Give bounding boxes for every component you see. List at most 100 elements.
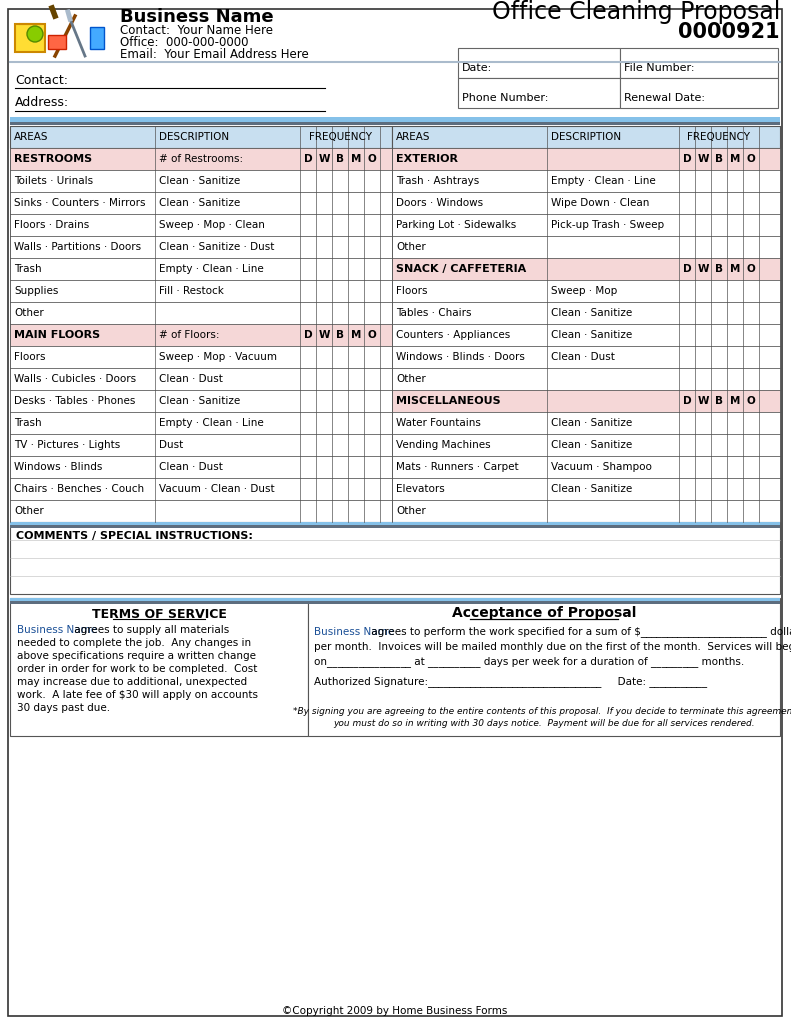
Bar: [392, 368, 780, 390]
Bar: [48, 35, 66, 49]
Text: COMMENTS / SPECIAL INSTRUCTIONS:: COMMENTS / SPECIAL INSTRUCTIONS:: [16, 531, 253, 541]
Bar: [392, 193, 780, 214]
Text: TV · Pictures · Lights: TV · Pictures · Lights: [14, 440, 120, 450]
Text: Business Name: Business Name: [120, 8, 274, 26]
Text: Business Name: Business Name: [314, 627, 394, 637]
Text: Vending Machines: Vending Machines: [396, 440, 490, 450]
Bar: [392, 390, 780, 412]
Bar: [10, 258, 392, 280]
Text: Vacuum · Shampoo: Vacuum · Shampoo: [551, 462, 652, 472]
Text: Other: Other: [396, 242, 426, 252]
Text: W: W: [697, 154, 709, 164]
Text: Counters · Appliances: Counters · Appliances: [396, 330, 510, 340]
Text: Walls · Partitions · Doors: Walls · Partitions · Doors: [14, 242, 141, 252]
Text: W: W: [697, 396, 709, 406]
Text: Other: Other: [14, 506, 44, 516]
Text: MAIN FLOORS: MAIN FLOORS: [14, 330, 100, 340]
Bar: [10, 434, 392, 456]
Bar: [10, 368, 392, 390]
Text: O: O: [747, 154, 755, 164]
Text: Desks · Tables · Phones: Desks · Tables · Phones: [14, 396, 135, 406]
Text: O: O: [368, 154, 377, 164]
Text: Empty · Clean · Line: Empty · Clean · Line: [551, 176, 656, 186]
Bar: [10, 236, 392, 258]
Text: Fill · Restock: Fill · Restock: [159, 286, 224, 296]
Text: on________________ at __________ days per week for a duration of _________ month: on________________ at __________ days pe…: [314, 656, 744, 668]
Bar: [392, 280, 780, 302]
Text: Water Fountains: Water Fountains: [396, 418, 481, 428]
Text: O: O: [747, 396, 755, 406]
Text: B: B: [336, 330, 344, 340]
Bar: [620, 78, 778, 108]
Bar: [10, 525, 780, 528]
Text: Floors: Floors: [14, 352, 46, 362]
Text: W: W: [697, 264, 709, 274]
Bar: [392, 236, 780, 258]
Text: may increase due to additional, unexpected: may increase due to additional, unexpect…: [17, 677, 247, 687]
Text: Sweep · Mop · Vacuum: Sweep · Mop · Vacuum: [159, 352, 277, 362]
Text: agrees to supply all materials: agrees to supply all materials: [71, 625, 229, 635]
Bar: [392, 478, 780, 500]
Text: Contact:  Your Name Here: Contact: Your Name Here: [120, 25, 273, 38]
Bar: [10, 117, 780, 122]
Text: Walls · Cubicles · Doors: Walls · Cubicles · Doors: [14, 374, 136, 384]
Bar: [392, 412, 780, 434]
Text: Tables · Chairs: Tables · Chairs: [396, 308, 471, 318]
Bar: [10, 500, 392, 522]
Text: 30 days past due.: 30 days past due.: [17, 703, 110, 713]
Text: O: O: [747, 264, 755, 274]
Bar: [392, 434, 780, 456]
Text: Office:  000-000-0000: Office: 000-000-0000: [120, 37, 248, 49]
Text: Clean · Sanitize: Clean · Sanitize: [159, 396, 240, 406]
Text: Floors: Floors: [396, 286, 427, 296]
Text: O: O: [368, 330, 377, 340]
Text: D: D: [683, 396, 691, 406]
Bar: [392, 302, 780, 324]
Text: MISCELLANEOUS: MISCELLANEOUS: [396, 396, 501, 406]
Text: Other: Other: [14, 308, 44, 318]
Bar: [10, 148, 392, 170]
Bar: [392, 148, 780, 170]
Text: Clean · Sanitize: Clean · Sanitize: [551, 440, 632, 450]
Text: D: D: [683, 264, 691, 274]
Text: Toilets · Urinals: Toilets · Urinals: [14, 176, 93, 186]
Text: M: M: [730, 396, 740, 406]
Text: Email:  Your Email Address Here: Email: Your Email Address Here: [120, 48, 308, 61]
Bar: [10, 122, 780, 125]
Text: Phone Number:: Phone Number:: [462, 93, 548, 103]
Bar: [10, 193, 392, 214]
Text: 0000921: 0000921: [679, 22, 780, 42]
Bar: [308, 598, 780, 736]
Bar: [458, 78, 620, 108]
Text: Office Cleaning Proposal: Office Cleaning Proposal: [492, 0, 780, 24]
Text: agrees to perform the work specified for a sum of $________________________ doll: agrees to perform the work specified for…: [368, 627, 791, 638]
Text: Windows · Blinds: Windows · Blinds: [14, 462, 102, 472]
Bar: [392, 126, 780, 148]
Text: AREAS: AREAS: [396, 132, 430, 142]
Text: Clean · Dust: Clean · Dust: [159, 462, 223, 472]
Text: Sweep · Mop: Sweep · Mop: [551, 286, 617, 296]
Bar: [10, 478, 392, 500]
Text: D: D: [304, 154, 312, 164]
Text: Address:: Address:: [15, 96, 69, 110]
Bar: [10, 214, 392, 236]
Circle shape: [27, 26, 43, 42]
Bar: [10, 390, 392, 412]
Text: Sweep · Mop · Clean: Sweep · Mop · Clean: [159, 220, 265, 230]
Text: Parking Lot · Sidewalks: Parking Lot · Sidewalks: [396, 220, 517, 230]
Text: Vacuum · Clean · Dust: Vacuum · Clean · Dust: [159, 484, 274, 494]
Text: Clean · Dust: Clean · Dust: [159, 374, 223, 384]
Bar: [392, 456, 780, 478]
Text: Acceptance of Proposal: Acceptance of Proposal: [452, 606, 636, 620]
Text: M: M: [730, 264, 740, 274]
Bar: [392, 346, 780, 368]
Text: M: M: [730, 154, 740, 164]
Text: B: B: [715, 154, 723, 164]
Text: W: W: [318, 154, 330, 164]
Bar: [90, 27, 104, 49]
Text: Clean · Sanitize: Clean · Sanitize: [551, 484, 632, 494]
Bar: [15, 24, 45, 52]
Bar: [10, 522, 780, 594]
Text: Dust: Dust: [159, 440, 184, 450]
Bar: [10, 456, 392, 478]
